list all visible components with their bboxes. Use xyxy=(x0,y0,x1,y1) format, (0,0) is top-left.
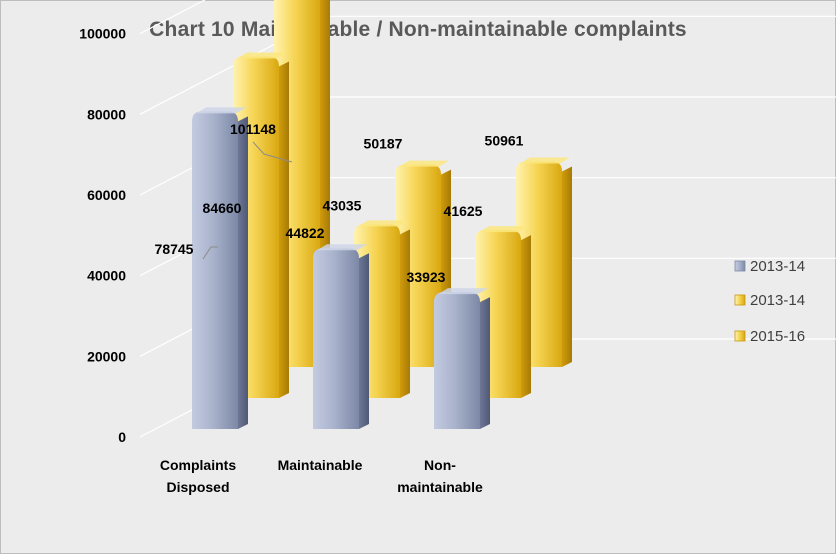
bar-top xyxy=(196,107,246,114)
bar-side xyxy=(521,235,531,398)
x-tick-label: Disposed xyxy=(166,479,229,495)
legend-label: 2013-14 xyxy=(750,258,805,275)
data-label: 41625 xyxy=(444,203,483,219)
bar-0-1 xyxy=(313,244,369,429)
data-label: 44822 xyxy=(286,225,325,241)
x-tick-label: Maintainable xyxy=(278,457,363,473)
bar-top xyxy=(317,244,367,251)
bar-front xyxy=(434,292,480,429)
bar-side xyxy=(480,297,490,429)
data-label: 50187 xyxy=(364,136,403,152)
y-tick-label: 80000 xyxy=(87,106,126,122)
bar-top xyxy=(358,220,408,227)
data-label: 43035 xyxy=(323,197,362,213)
data-label: 50961 xyxy=(485,132,524,148)
bar-top xyxy=(479,226,529,233)
legend-swatch xyxy=(734,294,746,306)
leader-line xyxy=(252,141,293,163)
y-tick-label: 40000 xyxy=(87,268,126,284)
data-label: 78745 xyxy=(155,241,194,257)
bar-top xyxy=(438,288,488,295)
bar-side xyxy=(562,166,572,367)
bar-top xyxy=(399,160,449,167)
x-tick-label: Complaints xyxy=(160,457,236,473)
bar-side xyxy=(238,116,248,429)
bar-front xyxy=(313,248,359,429)
legend-swatch xyxy=(734,260,746,272)
bar-0-2 xyxy=(434,288,490,429)
bar-side xyxy=(279,61,289,399)
y-tick-label: 20000 xyxy=(87,348,126,364)
bar-top xyxy=(520,157,570,164)
leader-line xyxy=(202,246,218,260)
legend-label: 2015-16 xyxy=(750,328,805,345)
bar-front xyxy=(192,111,238,429)
y-tick-label: 0 xyxy=(118,429,126,445)
data-label: 101148 xyxy=(230,121,276,137)
gridline xyxy=(139,0,206,35)
bar-top xyxy=(237,52,287,59)
data-label: 33923 xyxy=(407,269,446,285)
legend-swatch xyxy=(734,330,746,342)
x-tick-label: Non- xyxy=(424,457,456,473)
y-tick-label: 100000 xyxy=(79,26,126,42)
data-label: 84660 xyxy=(203,200,242,216)
legend-label: 2013-14 xyxy=(750,292,805,309)
x-tick-label: maintainable xyxy=(397,479,483,495)
bar-side xyxy=(400,229,410,398)
bar-0-0 xyxy=(192,107,248,429)
y-tick-label: 60000 xyxy=(87,187,126,203)
bar-side xyxy=(359,253,369,429)
